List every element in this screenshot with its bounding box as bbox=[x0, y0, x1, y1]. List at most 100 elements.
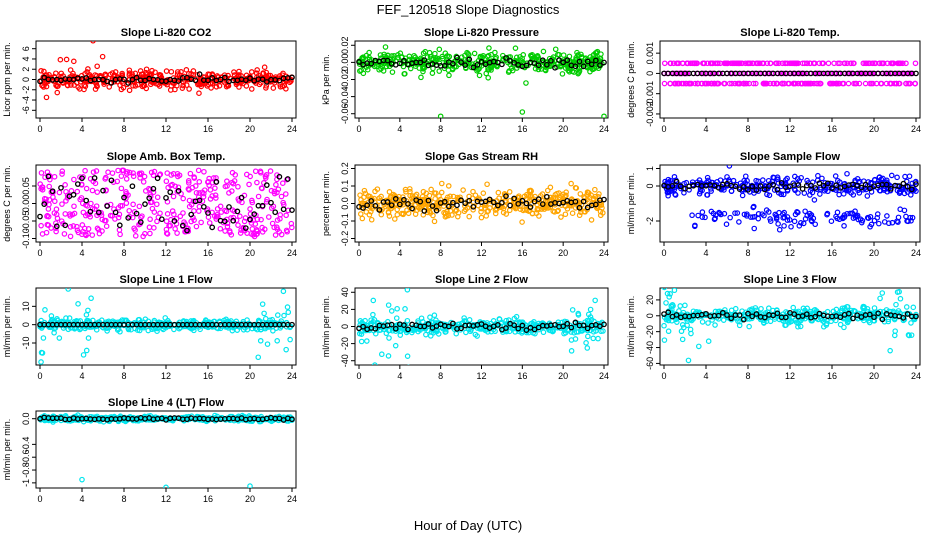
scatter-point bbox=[228, 232, 235, 238]
mean-point bbox=[209, 224, 216, 231]
scatter-point bbox=[532, 193, 538, 200]
scatter-point bbox=[244, 326, 251, 333]
mean-point bbox=[745, 186, 751, 193]
y-tick-label: 10 bbox=[21, 301, 31, 311]
mean-point bbox=[774, 186, 781, 193]
mean-point bbox=[486, 196, 493, 203]
scatter-point bbox=[819, 175, 825, 182]
scatter-point bbox=[174, 69, 181, 75]
mean-point bbox=[179, 222, 186, 229]
scatter-point bbox=[762, 80, 769, 87]
scatter-point bbox=[386, 335, 392, 341]
scatter-point bbox=[770, 80, 777, 87]
y-tick-label: -20 bbox=[645, 325, 655, 338]
scatter-point bbox=[193, 189, 200, 196]
scatter-point bbox=[815, 172, 821, 179]
mean-point bbox=[732, 183, 739, 190]
scatter-point bbox=[274, 312, 281, 318]
scatter-point bbox=[816, 60, 823, 67]
scatter-point bbox=[428, 186, 434, 193]
mean-point bbox=[196, 197, 203, 204]
panel-title: Slope Line 1 Flow bbox=[120, 274, 213, 286]
scatter-point bbox=[681, 324, 687, 331]
scatter-point bbox=[400, 63, 407, 70]
scatter-point bbox=[876, 220, 882, 227]
scatter-point bbox=[103, 217, 109, 224]
scatter-point bbox=[212, 192, 219, 198]
scatter-point bbox=[83, 185, 90, 192]
scatter-point bbox=[58, 218, 65, 224]
y-tick-label: 0 bbox=[645, 71, 655, 76]
scatter-point bbox=[792, 211, 799, 218]
scatter-point bbox=[366, 211, 373, 218]
scatter-point bbox=[750, 204, 757, 211]
scatter-point bbox=[196, 178, 203, 185]
scatter-point bbox=[592, 54, 599, 60]
scatter-point bbox=[140, 233, 146, 240]
scatter-point bbox=[48, 225, 54, 231]
scatter-point bbox=[81, 225, 88, 232]
scatter-point bbox=[255, 354, 262, 361]
scatter-point bbox=[834, 209, 841, 216]
scatter-point bbox=[198, 219, 204, 226]
scatter-point bbox=[792, 187, 798, 194]
scatter-point bbox=[665, 328, 672, 335]
scatter-point bbox=[262, 173, 269, 180]
scatter-point bbox=[705, 80, 712, 87]
scatter-point bbox=[593, 324, 600, 331]
scatter-point bbox=[152, 69, 158, 76]
mean-point bbox=[125, 215, 132, 221]
scatter-point bbox=[267, 168, 274, 174]
scatter-point bbox=[474, 325, 481, 331]
mean-point bbox=[405, 326, 411, 333]
scatter-point bbox=[67, 67, 74, 73]
scatter-point bbox=[247, 206, 253, 212]
scatter-point bbox=[217, 203, 224, 210]
scatter-point bbox=[874, 214, 881, 221]
scatter-point bbox=[168, 68, 175, 75]
scatter-point bbox=[542, 67, 549, 74]
scatter-point bbox=[513, 54, 520, 61]
scatter-point bbox=[667, 177, 674, 184]
y-axis-label: ml/min per min. bbox=[321, 296, 331, 358]
scatter-point bbox=[165, 184, 171, 191]
scatter-point bbox=[62, 211, 69, 217]
y-tick-label: 1 bbox=[645, 166, 655, 171]
scatter-point bbox=[519, 55, 525, 62]
scatter-point bbox=[378, 351, 385, 358]
scatter-point bbox=[404, 288, 411, 293]
scatter-point bbox=[191, 174, 197, 180]
mean-point bbox=[41, 201, 48, 207]
scatter-point bbox=[118, 185, 125, 192]
scatter-point bbox=[427, 333, 434, 339]
mean-point bbox=[560, 59, 567, 66]
scatter-point bbox=[141, 173, 148, 180]
y-axis-label: ml/min per min. bbox=[2, 296, 12, 358]
scatter-point bbox=[734, 210, 741, 216]
scatter-point bbox=[800, 220, 807, 227]
scatter-point bbox=[225, 81, 231, 88]
scatter-point bbox=[800, 305, 807, 312]
scatter-point bbox=[98, 210, 104, 216]
scatter-point bbox=[248, 86, 255, 92]
scatter-point bbox=[486, 45, 492, 51]
scatter-point bbox=[196, 90, 202, 96]
mean-point bbox=[669, 183, 676, 189]
scatter-point bbox=[407, 364, 410, 365]
scatter-point bbox=[726, 165, 733, 169]
scatter-point bbox=[431, 312, 438, 318]
mean-point bbox=[511, 195, 518, 202]
scatter-point bbox=[471, 50, 478, 57]
scatter-point bbox=[571, 69, 577, 75]
scatter-point bbox=[865, 60, 872, 67]
scatter-point bbox=[359, 215, 366, 222]
mean-point bbox=[531, 198, 538, 205]
scatter-point bbox=[153, 201, 160, 208]
scatter-point bbox=[811, 197, 818, 203]
scatter-point bbox=[893, 80, 900, 87]
mean-point bbox=[543, 61, 550, 68]
scatter-point bbox=[562, 193, 568, 200]
mean-point bbox=[778, 179, 785, 186]
scatter-point bbox=[196, 203, 203, 210]
scatter-point bbox=[539, 191, 546, 197]
